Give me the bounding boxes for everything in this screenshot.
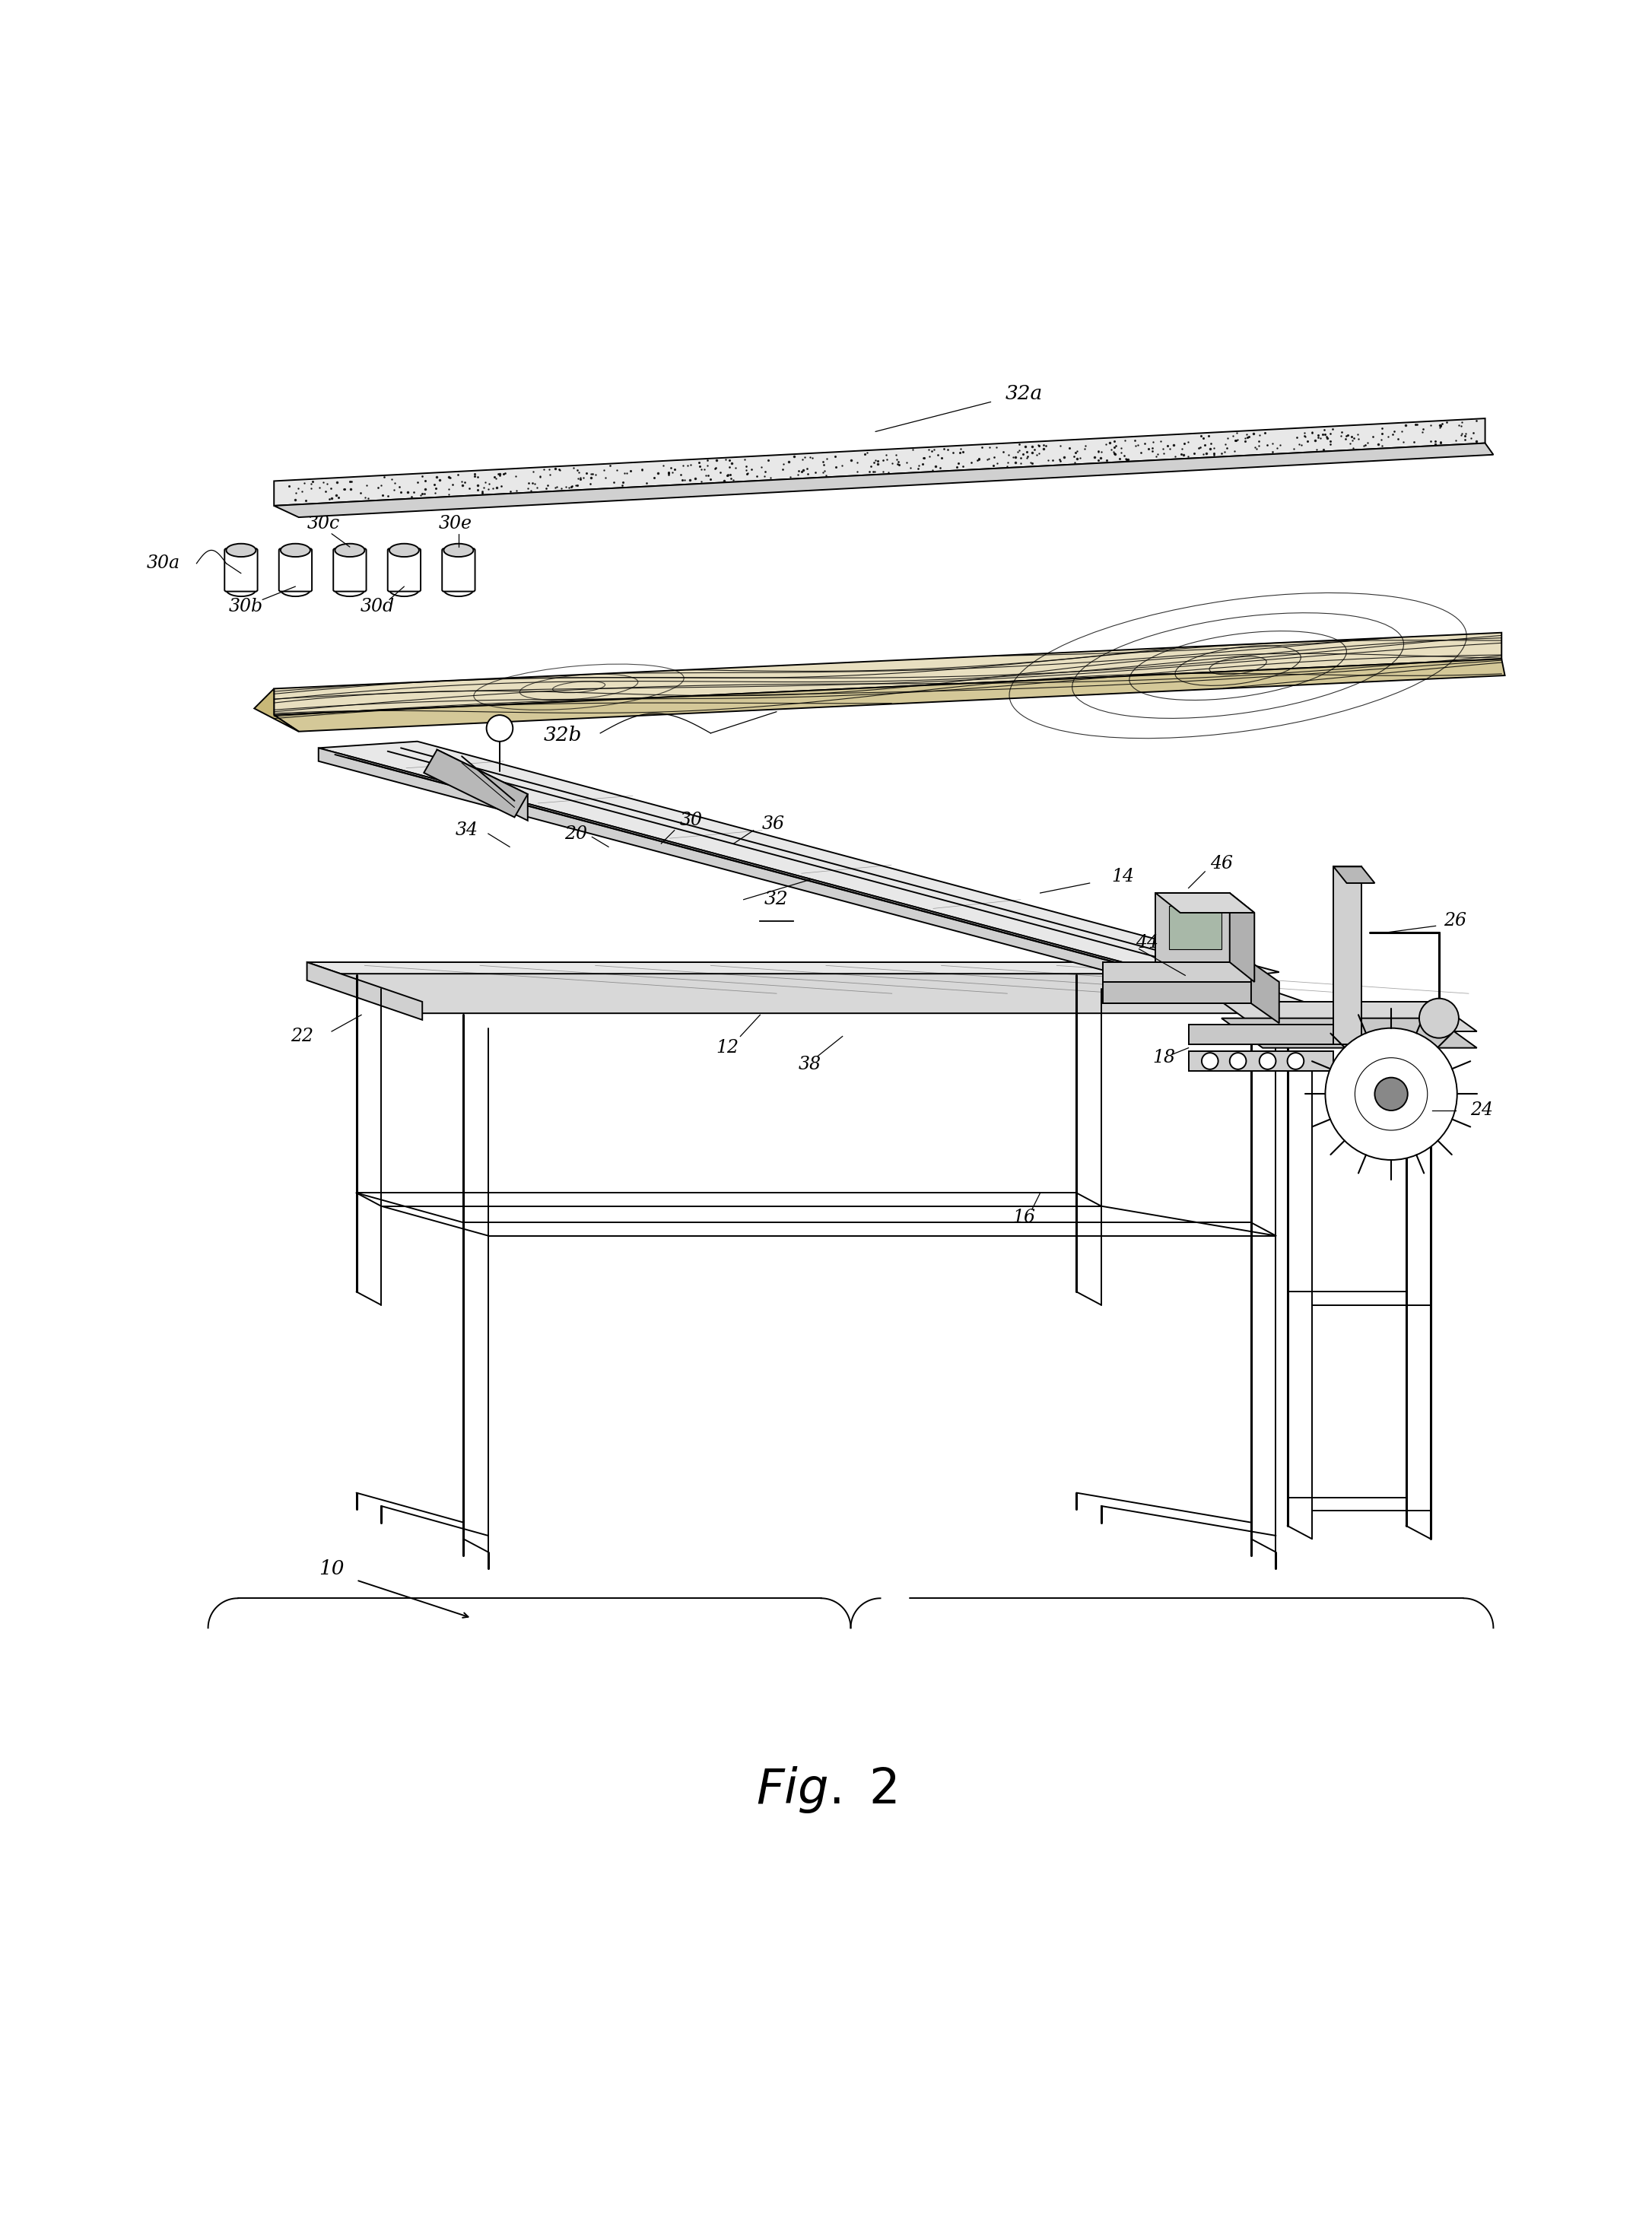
Circle shape [1374, 1077, 1408, 1110]
Polygon shape [307, 973, 1303, 1013]
Ellipse shape [226, 544, 256, 557]
Polygon shape [1221, 1017, 1477, 1048]
Circle shape [486, 715, 512, 742]
Text: 38: 38 [798, 1055, 821, 1073]
Text: 32b: 32b [544, 726, 582, 744]
FancyBboxPatch shape [388, 549, 421, 591]
Text: 36: 36 [762, 815, 785, 833]
Text: 24: 24 [1470, 1102, 1493, 1119]
Text: 16: 16 [1013, 1208, 1036, 1226]
Polygon shape [1188, 1051, 1333, 1071]
Text: 32: 32 [765, 891, 788, 908]
Text: 22: 22 [291, 1028, 314, 1046]
Ellipse shape [281, 584, 311, 597]
Polygon shape [1155, 893, 1254, 913]
Text: 30: 30 [679, 811, 702, 828]
Polygon shape [1333, 866, 1361, 1044]
Polygon shape [1104, 982, 1251, 1004]
Text: 26: 26 [1444, 913, 1467, 931]
FancyBboxPatch shape [279, 549, 312, 591]
Text: 46: 46 [1209, 855, 1232, 873]
Text: 30d: 30d [360, 597, 395, 615]
Text: 30e: 30e [438, 515, 472, 533]
Polygon shape [425, 751, 527, 817]
Text: 18: 18 [1153, 1048, 1175, 1066]
Polygon shape [1104, 962, 1251, 982]
Text: $\mathit{Fig.}\ \mathit{2}$: $\mathit{Fig.}\ \mathit{2}$ [755, 1763, 897, 1815]
Circle shape [1259, 1053, 1275, 1068]
Polygon shape [274, 633, 1502, 715]
Polygon shape [274, 418, 1485, 506]
Text: 44: 44 [1137, 933, 1158, 951]
FancyBboxPatch shape [443, 549, 476, 591]
Polygon shape [1155, 893, 1229, 962]
Polygon shape [274, 660, 1505, 731]
Polygon shape [1333, 866, 1374, 884]
Ellipse shape [390, 544, 420, 557]
Polygon shape [1251, 962, 1279, 1024]
Polygon shape [307, 962, 1303, 1002]
Ellipse shape [444, 544, 474, 557]
Circle shape [1229, 1053, 1246, 1068]
Text: 20: 20 [563, 824, 586, 842]
FancyBboxPatch shape [334, 549, 367, 591]
Text: 30b: 30b [230, 597, 263, 615]
Polygon shape [274, 444, 1493, 517]
Polygon shape [1229, 893, 1254, 982]
Ellipse shape [335, 544, 365, 557]
Polygon shape [319, 748, 1196, 995]
Polygon shape [319, 742, 1279, 982]
Polygon shape [438, 751, 527, 820]
Ellipse shape [444, 584, 474, 597]
Ellipse shape [390, 584, 420, 597]
Text: 32a: 32a [1004, 384, 1042, 404]
Ellipse shape [226, 584, 256, 597]
FancyBboxPatch shape [225, 549, 258, 591]
Text: 34: 34 [456, 822, 477, 840]
Polygon shape [307, 962, 423, 1019]
Text: 30a: 30a [147, 555, 180, 573]
Circle shape [1201, 1053, 1218, 1068]
Text: 30c: 30c [307, 515, 340, 533]
Ellipse shape [281, 544, 311, 557]
Polygon shape [254, 689, 299, 731]
Text: 14: 14 [1112, 868, 1133, 886]
Ellipse shape [335, 584, 365, 597]
Text: 12: 12 [715, 1039, 738, 1057]
Circle shape [1419, 999, 1459, 1037]
Polygon shape [1168, 906, 1221, 948]
Circle shape [1287, 1053, 1303, 1068]
Circle shape [1325, 1028, 1457, 1159]
Polygon shape [1221, 1002, 1477, 1031]
Text: 10: 10 [319, 1559, 344, 1579]
Polygon shape [1188, 1024, 1333, 1044]
